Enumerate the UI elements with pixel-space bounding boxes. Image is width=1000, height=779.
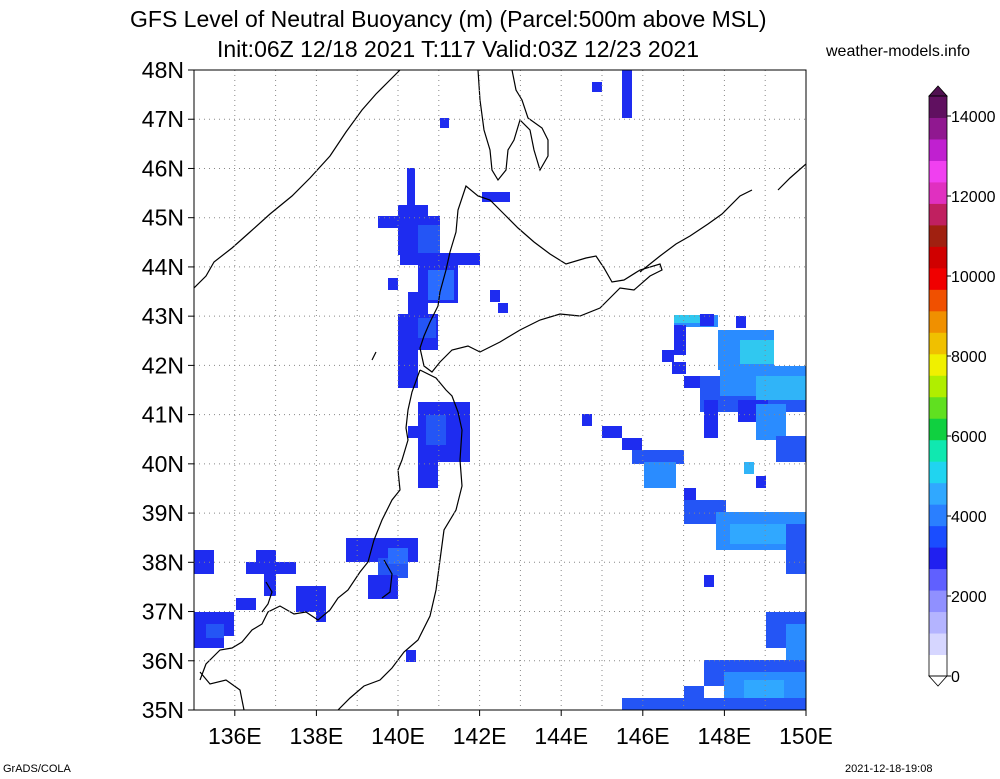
colorbar-swatch [929, 568, 947, 591]
colorbar-label: 4000 [951, 509, 987, 526]
colorbar-swatch [929, 590, 947, 613]
lat-label: 38N [142, 549, 184, 575]
site-name: weather-models.info [826, 43, 971, 60]
colorbar-swatch [929, 203, 947, 226]
colorbar-swatch [929, 375, 947, 398]
title-line-1: GFS Level of Neutral Buoyancy (m) (Parce… [130, 6, 767, 32]
lat-label: 43N [142, 303, 184, 329]
colorbar: 0 2000 4000 6000 8000 10000 12000 14000 [928, 85, 996, 687]
colorbar-swatch [929, 138, 947, 161]
lat-label: 40N [142, 451, 184, 477]
colorbar-label: 2000 [951, 589, 987, 606]
colorbar-swatch [929, 117, 947, 140]
colorbar-label: 6000 [951, 429, 987, 446]
colorbar-swatch [929, 547, 947, 570]
lon-label: 148E [698, 723, 752, 749]
lat-label: 36N [142, 648, 184, 674]
colorbar-label: 8000 [951, 349, 987, 366]
colorbar-swatch [929, 310, 947, 333]
colorbar-top-arrow [928, 85, 948, 97]
colorbar-swatch [929, 332, 947, 355]
colorbar-label: 12000 [951, 189, 996, 206]
colorbar-bottom-arrow [928, 675, 948, 687]
colorbar-swatch [929, 353, 947, 376]
lon-label: 138E [290, 723, 344, 749]
colorbar-swatch [929, 267, 947, 290]
colorbar-swatch [929, 633, 947, 656]
neutral-buoyancy-field [194, 70, 806, 710]
footer-timestamp: 2021-12-18-19:08 [845, 763, 933, 775]
lat-label: 48N [142, 57, 184, 83]
lon-label: 146E [616, 723, 670, 749]
lon-label: 140E [371, 723, 425, 749]
footer-software: GrADS/COLA [3, 763, 71, 775]
coastline [194, 70, 806, 710]
colorbar-label: 14000 [951, 109, 996, 126]
colorbar-frame [928, 95, 948, 677]
lat-label: 45N [142, 205, 184, 231]
lat-label: 39N [142, 500, 184, 526]
colorbar-swatch [929, 224, 947, 247]
colorbar-swatch [929, 611, 947, 634]
lat-label: 47N [142, 106, 184, 132]
colorbar-swatch [929, 461, 947, 484]
colorbar-swatch [929, 160, 947, 183]
lat-label: 44N [142, 254, 184, 280]
colorbar-swatch [929, 654, 947, 677]
lat-label: 37N [142, 599, 184, 625]
lon-label: 150E [779, 723, 833, 749]
lat-label: 42N [142, 352, 184, 378]
axis-labels: 35N 36N 37N 38N 39N 40N 41N 42N 43N 44N 45N 46N 47N 4… [142, 57, 833, 749]
colorbar-label: 0 [951, 669, 960, 686]
colorbar-swatch [929, 396, 947, 419]
colorbar-swatch [929, 96, 947, 118]
lon-label: 144E [534, 723, 588, 749]
map-frame [193, 69, 807, 711]
colorbar-swatch [929, 482, 947, 505]
lon-label: 142E [453, 723, 507, 749]
lat-label: 35N [142, 697, 184, 723]
lat-label: 46N [142, 155, 184, 181]
lon-label: 136E [208, 723, 262, 749]
colorbar-swatch [929, 504, 947, 527]
colorbar-swatch [929, 289, 947, 312]
title-line-2: Init:06Z 12/18 2021 T:117 Valid:03Z 12/2… [217, 36, 700, 62]
colorbar-swatch [929, 246, 947, 269]
lat-label: 41N [142, 402, 184, 428]
colorbar-swatch [929, 418, 947, 441]
lat-lon-grid [194, 70, 806, 710]
colorbar-swatch [929, 181, 947, 204]
colorbar-swatch [929, 525, 947, 548]
colorbar-swatch [929, 439, 947, 462]
colorbar-label: 10000 [951, 269, 996, 286]
